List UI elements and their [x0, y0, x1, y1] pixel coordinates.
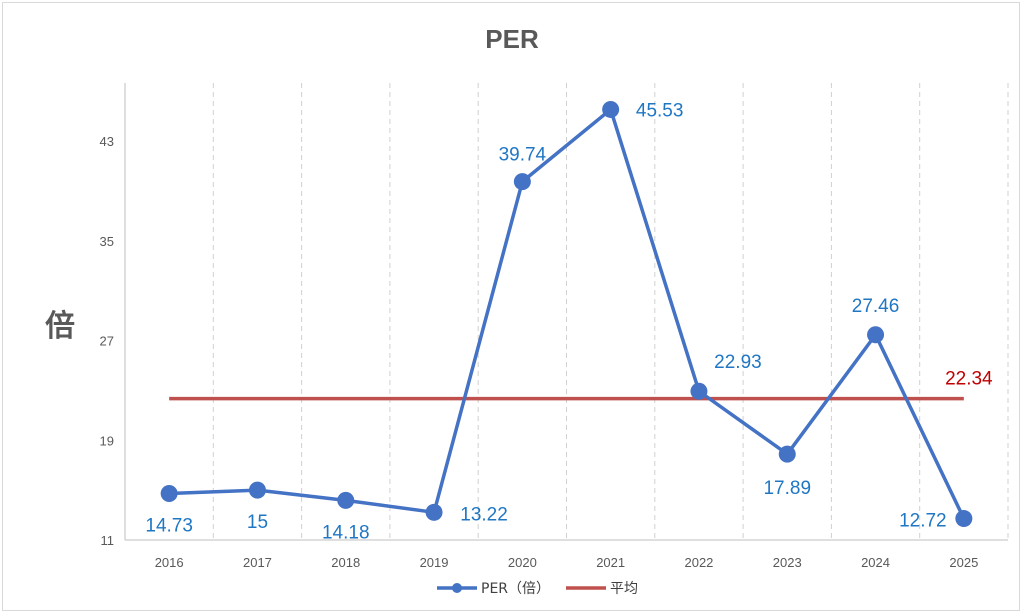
legend-label-average: 平均 — [610, 581, 638, 597]
per-data-point — [778, 445, 796, 463]
per-data-point — [955, 510, 973, 528]
y-tick-label: 27 — [100, 334, 114, 349]
y-tick-label: 35 — [100, 234, 114, 249]
per-data-label: 45.53 — [636, 100, 684, 121]
x-tick-label: 2021 — [596, 555, 625, 570]
per-data-label: 14.18 — [322, 522, 370, 543]
legend-marker-per — [452, 583, 462, 593]
x-tick-label: 2022 — [684, 555, 713, 570]
per-data-label: 39.74 — [499, 145, 547, 166]
y-axis-label: 倍 — [45, 309, 75, 344]
y-tick-label: 19 — [100, 433, 114, 448]
x-tick-label: 2024 — [861, 555, 890, 570]
chart-title: PER — [485, 24, 539, 54]
y-tick-label: 43 — [100, 134, 114, 149]
per-series-line — [169, 107, 966, 520]
per-data-point — [160, 484, 178, 502]
per-data-label: 22.93 — [714, 352, 762, 373]
x-tick-label: 2023 — [773, 555, 802, 570]
x-tick-label: 2025 — [949, 555, 978, 570]
x-tick-label: 2019 — [420, 555, 449, 570]
x-tick-label: 2016 — [155, 555, 184, 570]
legend-label-per: PER（倍） — [481, 581, 550, 597]
y-tick-label: 11 — [101, 533, 115, 548]
per-data-point — [602, 100, 620, 118]
per-data-point — [513, 173, 531, 191]
per-data-point — [690, 382, 708, 400]
per-data-label: 12.72 — [899, 511, 947, 532]
per-data-point — [425, 503, 443, 521]
x-tick-label: 2018 — [331, 555, 360, 570]
per-data-label: 13.22 — [460, 504, 508, 525]
legend: PER（倍） 平均 — [437, 581, 638, 597]
per-data-label: 17.89 — [763, 478, 811, 499]
per-data-label: 14.73 — [145, 515, 193, 536]
per-data-label: 15 — [247, 512, 268, 533]
per-data-point — [248, 481, 266, 499]
x-tick-label: 2017 — [243, 555, 272, 570]
per-data-label: 27.46 — [852, 296, 900, 317]
average-value-label: 22.34 — [945, 369, 993, 390]
per-data-point — [337, 491, 355, 509]
x-tick-label: 2020 — [508, 555, 537, 570]
per-data-point — [867, 326, 885, 344]
